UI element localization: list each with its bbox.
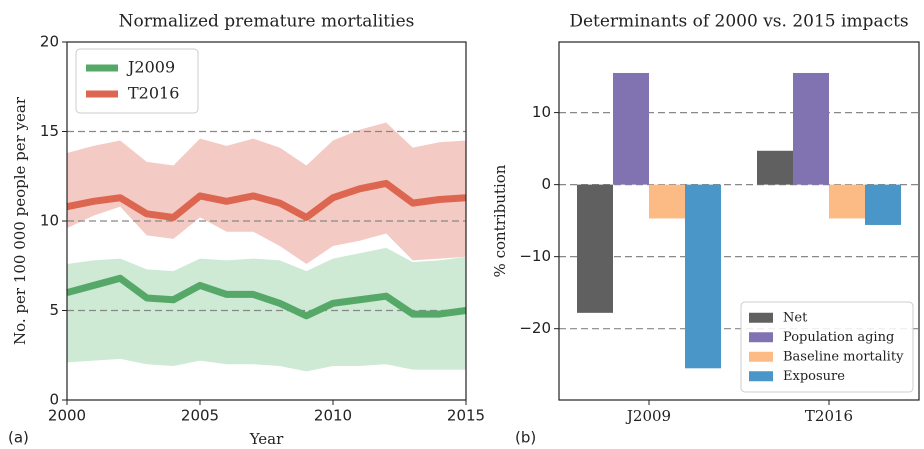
uncertainty-band <box>67 247 466 372</box>
legend-label: T2016 <box>128 84 179 103</box>
bar <box>685 184 721 369</box>
bar <box>829 184 865 219</box>
legend-swatch <box>749 332 773 343</box>
legend-label: Baseline mortality <box>783 349 904 364</box>
series-line <box>66 179 467 221</box>
y-tick-label: −20 <box>519 319 551 337</box>
legend-label: Net <box>783 310 808 325</box>
bar <box>865 184 901 225</box>
y-tick-label: 0 <box>49 391 59 409</box>
legend-label: Population aging <box>783 330 894 345</box>
chart-title: Normalized premature mortalities <box>119 12 415 32</box>
legend-swatch <box>749 351 773 362</box>
bar <box>577 184 613 313</box>
y-tick-label: 15 <box>40 122 59 140</box>
y-tick-label: 0 <box>541 175 551 193</box>
plot-frame <box>66 41 467 401</box>
chart-title: Determinants of 2000 vs. 2015 impacts <box>569 12 908 32</box>
legend-label: J2009 <box>126 58 175 77</box>
legend-swatch <box>749 371 773 382</box>
x-tick-label: T2016 <box>805 407 853 425</box>
panel-label: (a) <box>8 429 29 447</box>
y-tick-label: −10 <box>519 247 551 265</box>
plot-area <box>67 122 466 372</box>
y-axis-label: No. per 100 000 people per year <box>11 96 29 345</box>
bar <box>793 72 829 185</box>
bar <box>613 72 649 185</box>
y-tick-label: 10 <box>532 103 551 121</box>
x-tick-label: 2010 <box>314 407 352 425</box>
legend-label: Exposure <box>783 369 845 384</box>
x-tick-label: 2000 <box>48 407 86 425</box>
plot-frame <box>558 41 920 401</box>
y-axis-label: % contribution <box>491 164 509 277</box>
x-tick-label: J2009 <box>625 407 671 425</box>
legend-box <box>740 301 914 393</box>
y-tick-label: 10 <box>40 212 59 230</box>
bar <box>649 184 685 219</box>
x-tick-label: 2005 <box>181 407 219 425</box>
y-tick-label: 20 <box>40 33 59 51</box>
x-axis-label: Year <box>249 430 284 448</box>
x-tick-label: 2015 <box>447 407 485 425</box>
legend-swatch <box>749 312 773 323</box>
bar <box>757 150 793 185</box>
panel-label: (b) <box>515 429 536 447</box>
series-line <box>66 274 467 320</box>
y-tick-label: 5 <box>49 301 59 319</box>
uncertainty-band <box>67 122 466 264</box>
